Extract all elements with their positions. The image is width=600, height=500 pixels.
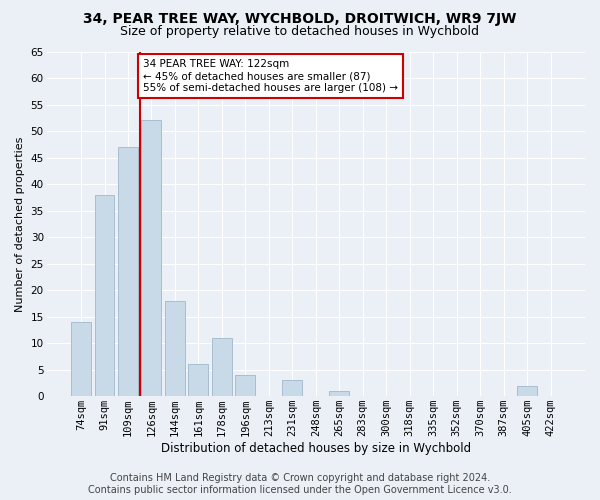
Bar: [95, 194, 115, 396]
Bar: [71, 322, 91, 396]
Bar: [142, 120, 161, 396]
Text: Size of property relative to detached houses in Wychbold: Size of property relative to detached ho…: [121, 25, 479, 38]
X-axis label: Distribution of detached houses by size in Wychbold: Distribution of detached houses by size …: [161, 442, 471, 455]
Bar: [283, 380, 302, 396]
Bar: [329, 391, 349, 396]
Bar: [212, 338, 232, 396]
Bar: [188, 364, 208, 396]
Text: 34 PEAR TREE WAY: 122sqm
← 45% of detached houses are smaller (87)
55% of semi-d: 34 PEAR TREE WAY: 122sqm ← 45% of detach…: [143, 60, 398, 92]
Y-axis label: Number of detached properties: Number of detached properties: [15, 136, 25, 312]
Bar: [517, 386, 537, 396]
Text: Contains HM Land Registry data © Crown copyright and database right 2024.
Contai: Contains HM Land Registry data © Crown c…: [88, 474, 512, 495]
Bar: [118, 147, 138, 396]
Bar: [235, 375, 256, 396]
Bar: [165, 300, 185, 396]
Text: 34, PEAR TREE WAY, WYCHBOLD, DROITWICH, WR9 7JW: 34, PEAR TREE WAY, WYCHBOLD, DROITWICH, …: [83, 12, 517, 26]
